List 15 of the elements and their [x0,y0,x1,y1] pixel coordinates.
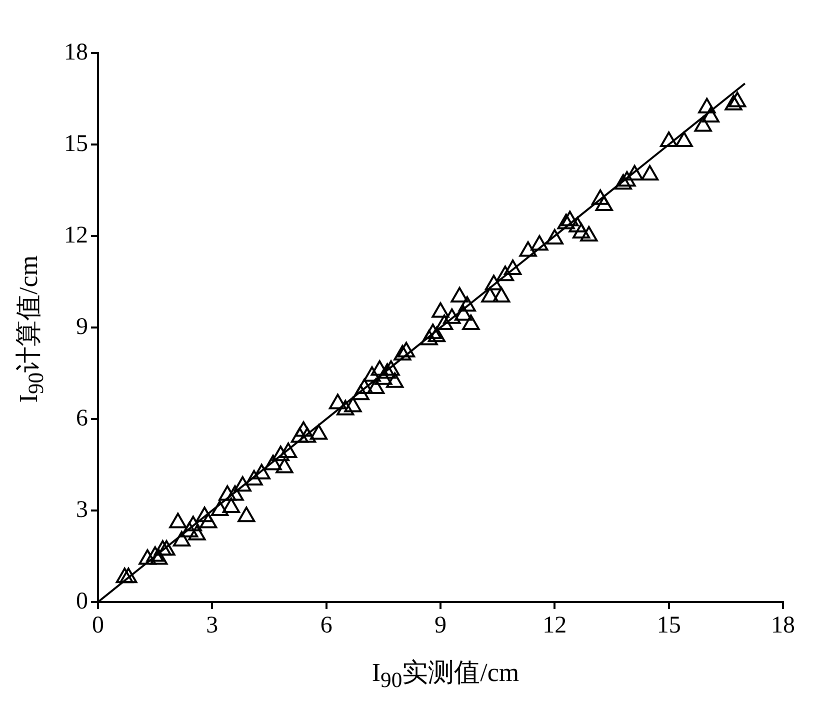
x-tick-label: 18 [771,612,795,639]
x-tick-label: 9 [434,612,446,639]
y-tick-label: 15 [64,130,88,157]
y-tick-label: 9 [76,314,88,340]
x-tick-label: 0 [92,612,104,639]
y-tick-label: 12 [64,222,88,248]
y-tick-label: 18 [64,39,88,66]
x-axis-title: I$_{90}$实测值/cm [370,657,520,694]
x-tick-label: 6 [320,612,332,639]
y-tick-label: 3 [76,496,88,523]
x-tick-label: 12 [542,612,567,639]
y-tick-label: 6 [76,405,88,432]
x-tick-label: 15 [656,612,681,639]
x-tick-label: 3 [206,612,218,639]
y-tick-label: 0 [76,588,88,614]
